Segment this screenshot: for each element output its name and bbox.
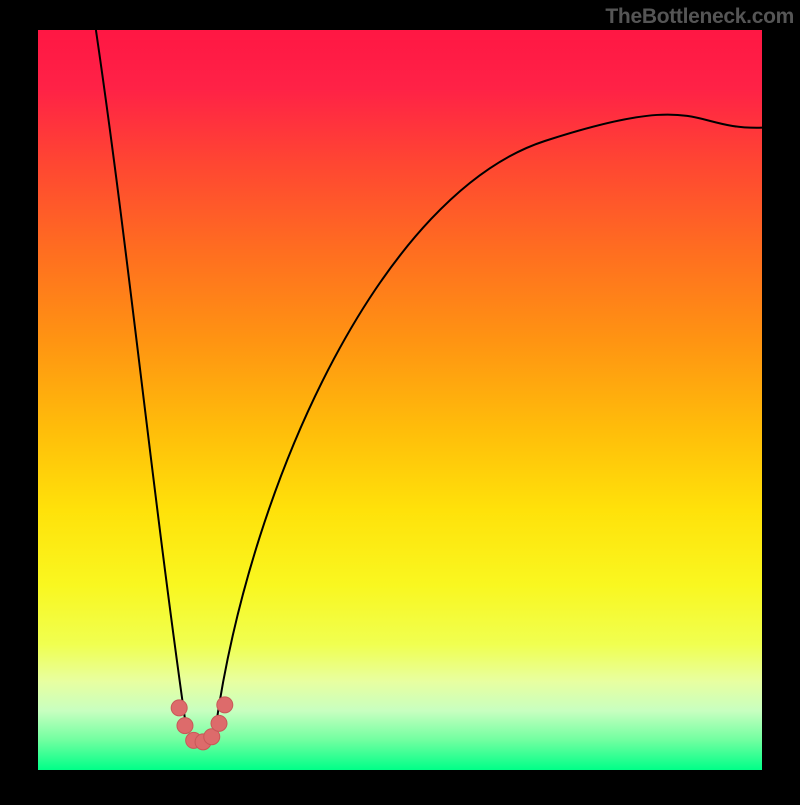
marker-point bbox=[177, 718, 193, 734]
plot-background bbox=[38, 30, 762, 770]
marker-point bbox=[211, 715, 227, 731]
watermark-text: TheBottleneck.com bbox=[605, 5, 794, 29]
chart-container: TheBottleneck.com bbox=[0, 0, 800, 800]
bottleneck-chart bbox=[0, 0, 800, 800]
marker-point bbox=[217, 697, 233, 713]
marker-point bbox=[171, 700, 187, 716]
